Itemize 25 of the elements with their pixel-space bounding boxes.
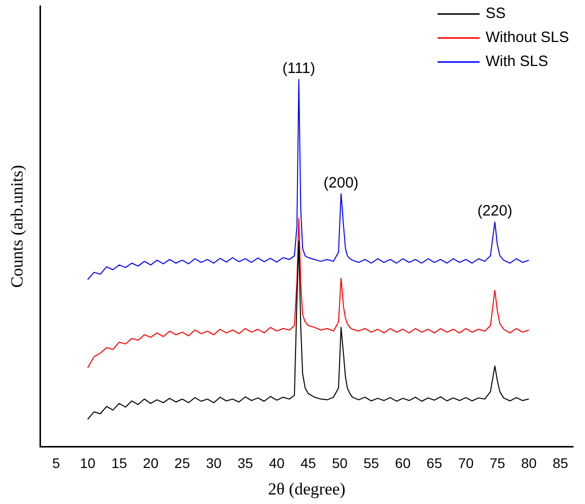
legend-label: With SLS [486, 53, 548, 70]
x-axis-title: 2θ (degree) [268, 479, 346, 498]
x-tick-label: 70 [458, 455, 474, 472]
x-tick-label: 5 [52, 455, 60, 472]
x-tick-label: 15 [111, 455, 128, 472]
y-axis-title: Counts (arb.units) [8, 165, 27, 288]
legend-label: SS [486, 5, 506, 22]
x-tick-label: 85 [552, 455, 568, 472]
x-tick-label: 60 [395, 455, 411, 472]
x-tick-label: 25 [174, 455, 190, 472]
annotation: (220) [477, 202, 512, 220]
x-tick-label: 10 [80, 455, 96, 472]
x-tick-label: 30 [206, 455, 222, 472]
x-tick-label: 55 [364, 455, 380, 472]
x-tick-label: 20 [142, 455, 159, 472]
x-tick-label: 80 [521, 455, 537, 472]
x-tick-label: 35 [237, 455, 254, 472]
x-tick-label: 50 [332, 455, 348, 472]
x-tick-label: 40 [268, 455, 285, 472]
annotation: (200) [324, 174, 359, 192]
x-tick-label: 45 [300, 455, 316, 472]
x-tick-label: 65 [426, 455, 442, 472]
annotation: (111) [282, 60, 316, 78]
legend-label: Without SLS [486, 29, 570, 46]
x-tick-label: 75 [490, 455, 506, 472]
